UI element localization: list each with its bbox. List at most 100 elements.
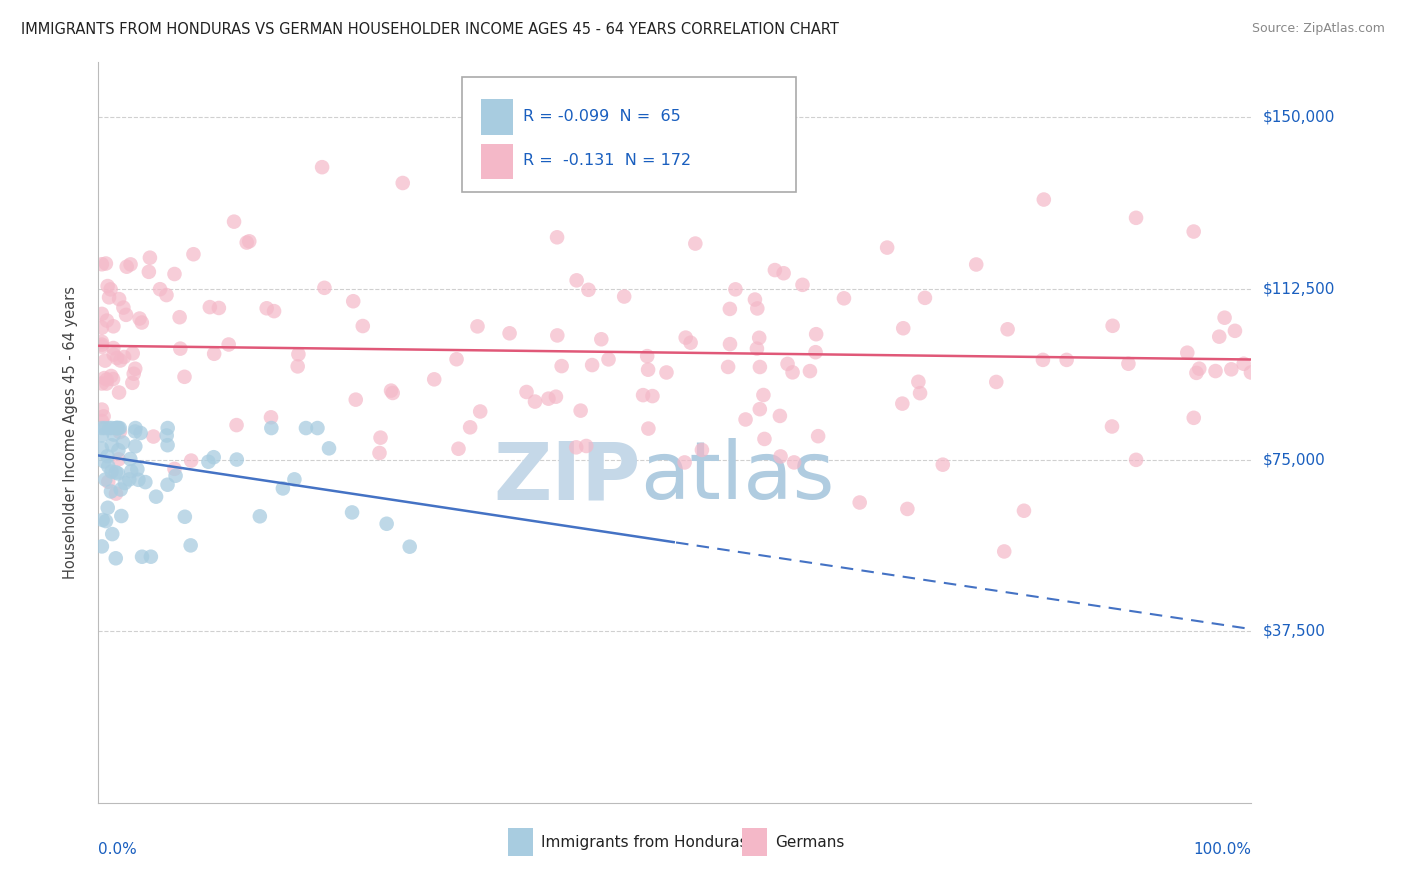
Point (93, 371, 115, 385)
Point (932, 458, 955, 472)
Bar (742, 828, 768, 856)
Point (108, 292, 131, 306)
Point (249, 509, 271, 524)
Point (225, 418, 247, 433)
Point (578, 283, 600, 297)
Point (907, 375, 929, 389)
Point (591, 332, 613, 346)
Point (848, 495, 870, 509)
Point (717, 359, 740, 374)
Point (832, 291, 855, 305)
Point (965, 258, 987, 272)
Point (375, 516, 398, 531)
Point (318, 442, 340, 456)
Point (90, 414, 112, 428)
Point (747, 301, 769, 316)
Point (100, 369, 122, 384)
Point (783, 455, 806, 469)
Point (311, 160, 333, 174)
Point (202, 347, 225, 361)
Point (93, 454, 115, 468)
Point (769, 409, 792, 423)
Point (718, 301, 741, 316)
Point (180, 538, 202, 552)
Point (782, 365, 804, 379)
Point (498, 326, 520, 341)
Point (546, 230, 568, 244)
Point (90, 442, 112, 456)
Point (94, 421, 117, 435)
Point (724, 282, 747, 296)
Point (734, 412, 756, 426)
Point (90, 376, 112, 391)
Point (107, 467, 129, 481)
Point (295, 421, 318, 435)
Point (105, 421, 128, 435)
Point (97, 475, 120, 489)
Point (565, 273, 588, 287)
Point (380, 384, 402, 398)
Point (744, 293, 766, 307)
Point (423, 372, 446, 386)
Point (1175, 345, 1198, 359)
Point (128, 311, 150, 326)
Point (108, 385, 131, 400)
Point (565, 440, 588, 454)
Text: $37,500: $37,500 (1263, 624, 1326, 639)
Point (1032, 193, 1054, 207)
Point (470, 404, 492, 418)
Point (90, 421, 112, 435)
Point (90, 337, 112, 351)
Point (776, 357, 799, 371)
Point (208, 301, 231, 315)
Point (398, 540, 420, 554)
Point (139, 251, 162, 265)
Point (1213, 310, 1236, 325)
Point (103, 319, 125, 334)
Point (94, 514, 117, 528)
Point (91, 513, 114, 527)
Point (546, 328, 568, 343)
Point (149, 282, 172, 296)
Point (180, 453, 202, 467)
Point (745, 342, 768, 356)
Point (515, 384, 537, 399)
Point (183, 247, 205, 261)
Point (100, 465, 122, 479)
Point (97, 500, 120, 515)
Point (90, 402, 112, 417)
Point (103, 348, 125, 362)
Point (675, 330, 697, 344)
Point (748, 402, 770, 417)
Point (169, 342, 191, 356)
Point (129, 425, 152, 440)
Point (131, 316, 153, 330)
Text: $112,500: $112,500 (1263, 281, 1334, 296)
Point (100, 484, 122, 499)
Point (173, 369, 195, 384)
Point (287, 347, 309, 361)
Point (124, 425, 146, 439)
Point (1012, 504, 1035, 518)
Point (524, 394, 547, 409)
Point (283, 472, 305, 486)
Point (134, 475, 156, 489)
Point (222, 214, 245, 228)
Point (896, 502, 918, 516)
Point (655, 366, 678, 380)
Point (90, 428, 112, 442)
Point (1125, 211, 1147, 225)
Point (769, 450, 792, 464)
Point (537, 392, 560, 406)
Point (122, 367, 145, 381)
Point (446, 352, 468, 367)
Point (342, 294, 364, 309)
Text: 100.0%: 100.0% (1194, 842, 1251, 856)
Point (256, 301, 278, 316)
Point (112, 350, 135, 364)
Text: Germans: Germans (775, 835, 845, 849)
Point (124, 439, 146, 453)
Point (1185, 366, 1208, 380)
Point (197, 455, 219, 469)
Point (637, 362, 659, 376)
